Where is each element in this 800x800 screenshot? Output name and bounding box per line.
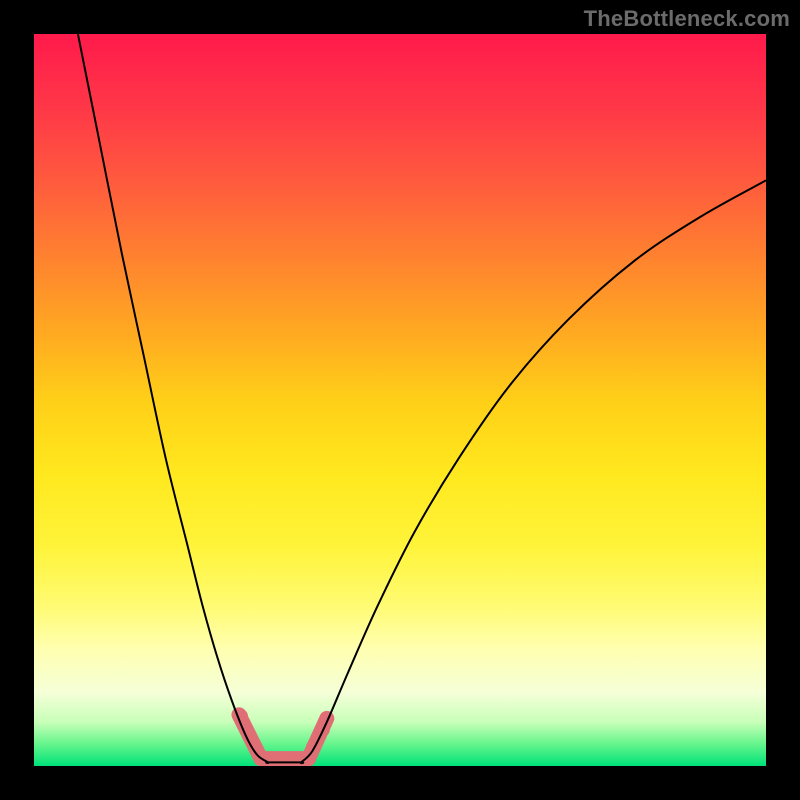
plot-background — [34, 34, 766, 766]
plot-area — [34, 34, 766, 766]
watermark-text: TheBottleneck.com — [584, 6, 790, 32]
chart-frame: TheBottleneck.com — [0, 0, 800, 800]
plot-svg — [34, 34, 766, 766]
